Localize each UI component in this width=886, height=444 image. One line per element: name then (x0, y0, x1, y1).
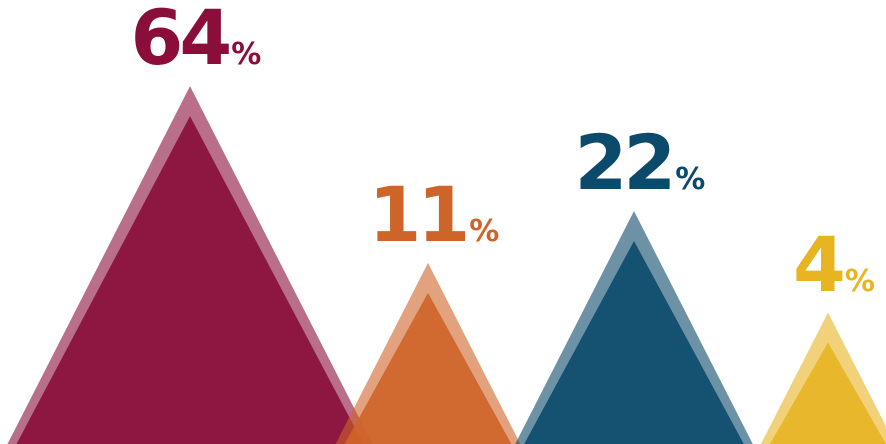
data-label-2: 22% (575, 125, 706, 201)
data-label-1-number: 11 (368, 169, 471, 259)
data-label-1-sign: % (469, 213, 500, 249)
data-label-1: 11% (369, 176, 500, 253)
peak-1 (344, 292, 512, 444)
peak-0 (16, 116, 364, 444)
peak-3 (769, 342, 886, 444)
data-label-3-number: 4 (793, 219, 846, 309)
data-label-0-sign: % (231, 37, 262, 73)
data-label-0-number: 64 (130, 0, 233, 83)
data-label-3: 4% (793, 226, 875, 303)
data-label-2-number: 22 (574, 118, 677, 208)
data-label-2-sign: % (675, 162, 706, 198)
data-label-3-sign: % (844, 263, 875, 299)
peak-2 (524, 241, 744, 444)
data-label-0: 64% (131, 0, 262, 76)
